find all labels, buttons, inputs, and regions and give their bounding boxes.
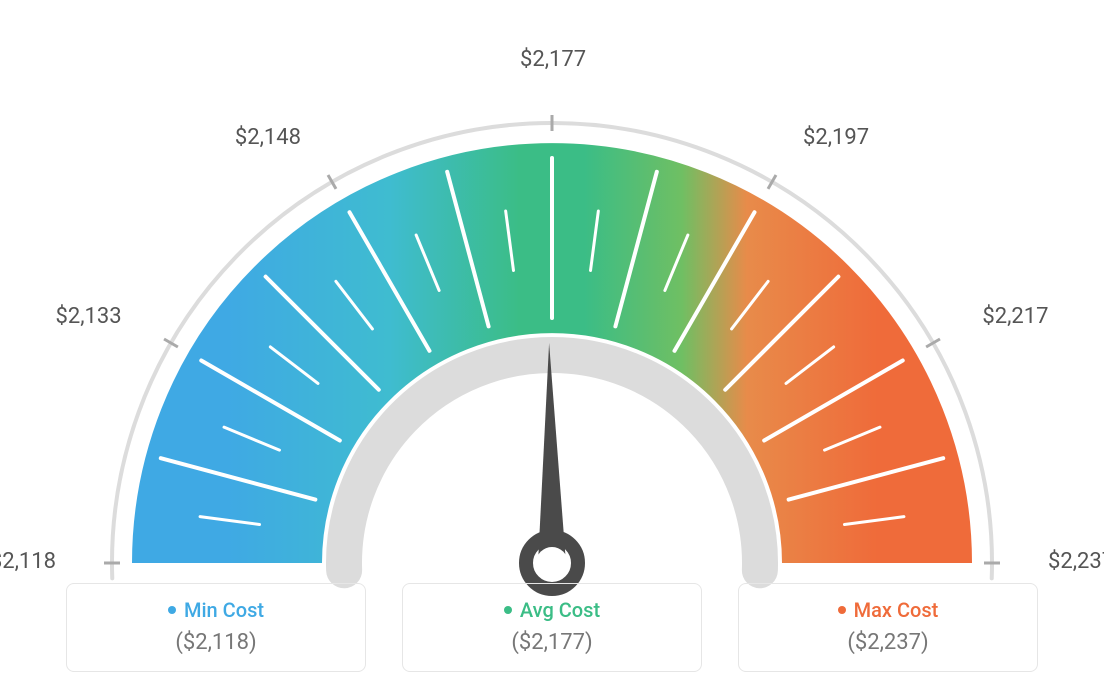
gauge-tick-label: $2,217	[982, 304, 1048, 329]
legend-dot-max	[838, 606, 846, 614]
gauge-tick-label: $2,177	[520, 47, 586, 72]
gauge-tick-label: $2,237	[1048, 549, 1104, 574]
legend-card-min: Min Cost ($2,118)	[66, 583, 366, 672]
legend-label-max: Max Cost	[854, 598, 939, 622]
cost-gauge-chart: $2,118 $2,133 $2,148 $2,177 $2,197 $2,217 $2,2…	[0, 0, 1104, 690]
legend-value-min: ($2,118)	[85, 630, 347, 655]
legend-row: Min Cost ($2,118) Avg Cost ($2,177) Max …	[0, 583, 1104, 672]
gauge-tick-label: $2,133	[56, 304, 122, 329]
legend-label-avg: Avg Cost	[520, 598, 600, 622]
gauge-tick-label: $2,118	[0, 549, 56, 574]
gauge-tick-label: $2,148	[235, 125, 301, 150]
gauge-area: $2,118 $2,133 $2,148 $2,177 $2,197 $2,217 $2,2…	[0, 15, 1104, 575]
gauge-tick-label: $2,197	[803, 125, 869, 150]
legend-card-max: Max Cost ($2,237)	[738, 583, 1038, 672]
legend-card-avg: Avg Cost ($2,177)	[402, 583, 702, 672]
legend-dot-avg	[504, 606, 512, 614]
legend-dot-min	[168, 606, 176, 614]
legend-title-min: Min Cost	[85, 598, 347, 622]
legend-title-avg: Avg Cost	[421, 598, 683, 622]
gauge-svg	[52, 63, 1052, 623]
legend-title-max: Max Cost	[757, 598, 1019, 622]
legend-label-min: Min Cost	[184, 598, 264, 622]
legend-value-max: ($2,237)	[757, 630, 1019, 655]
legend-value-avg: ($2,177)	[421, 630, 683, 655]
